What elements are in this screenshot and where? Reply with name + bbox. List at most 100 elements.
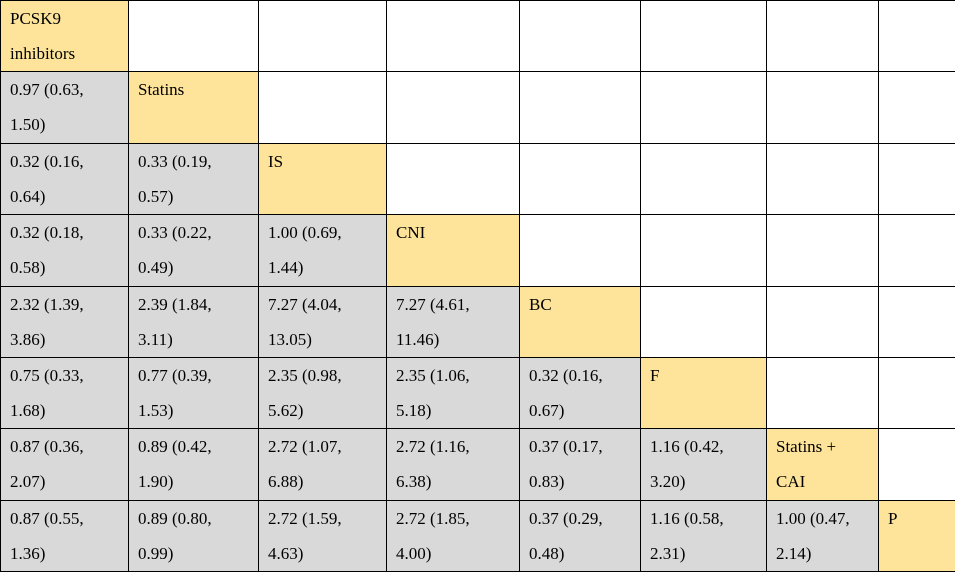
table-row: 0.32 (0.16, 0.64) 0.33 (0.19, 0.57) IS	[0, 142, 955, 216]
comparison-value: 5.62)	[268, 400, 304, 420]
treatment-label: F	[650, 365, 660, 385]
comparison-value: 6.88)	[268, 472, 304, 492]
empty-cell	[519, 142, 641, 216]
empty-cell	[519, 71, 641, 144]
comparison-value: 1.68)	[10, 400, 46, 420]
comparison-value: 2.35 (0.98,	[268, 365, 342, 385]
treatment-label: IS	[268, 151, 284, 171]
comparison-cell: 1.16 (0.58, 2.31)	[640, 499, 767, 572]
comparison-value: 0.64)	[10, 186, 46, 206]
comparison-value: 2.72 (1.85,	[396, 508, 470, 528]
empty-cell	[519, 214, 641, 287]
comparison-value: 11.46)	[396, 329, 440, 349]
comparison-cell: 0.89 (0.42, 1.90)	[128, 428, 259, 501]
table-row: 0.87 (0.55, 1.36) 0.89 (0.80, 0.99) 2.72 (1.…	[0, 499, 955, 572]
empty-cell	[766, 71, 879, 144]
empty-cell	[766, 0, 879, 73]
comparison-value: 0.97 (0.63,	[10, 80, 84, 100]
treatment-label-cell: F	[640, 356, 767, 430]
comparison-cell: 2.72 (1.16, 6.38)	[386, 428, 520, 501]
empty-cell	[878, 0, 955, 73]
comparison-value: 1.90)	[138, 472, 174, 492]
comparison-value: 1.00 (0.69,	[268, 223, 342, 243]
comparison-value: 4.00)	[396, 543, 432, 563]
comparison-value: 2.72 (1.07,	[268, 437, 342, 457]
treatment-label-cell: CNI	[386, 214, 520, 287]
comparison-value: 0.89 (0.42,	[138, 437, 212, 457]
comparison-value: 1.36)	[10, 543, 46, 563]
comparison-cell: 0.37 (0.17, 0.83)	[519, 428, 641, 501]
comparison-cell: 0.87 (0.55, 1.36)	[0, 499, 129, 572]
comparison-cell: 0.32 (0.16, 0.64)	[0, 142, 129, 216]
comparison-cell: 1.00 (0.47, 2.14)	[766, 499, 879, 572]
table-row: 0.97 (0.63, 1.50) Statins	[0, 71, 955, 144]
table-row: 2.32 (1.39, 3.86) 2.39 (1.84, 3.11) 7.27 (4.…	[0, 285, 955, 358]
empty-cell	[878, 356, 955, 430]
empty-cell	[258, 0, 387, 73]
empty-cell	[878, 285, 955, 358]
comparison-value: 2.32 (1.39,	[10, 294, 84, 314]
treatment-label-cell: Statins	[128, 71, 259, 144]
treatment-label: Statins	[138, 80, 185, 100]
comparison-value: 0.37 (0.29,	[529, 508, 603, 528]
empty-cell	[766, 356, 879, 430]
table-row: 0.32 (0.18, 0.58) 0.33 (0.22, 0.49) 1.00 (0.…	[0, 214, 955, 287]
comparison-value: 0.32 (0.16,	[529, 365, 603, 385]
empty-cell	[519, 0, 641, 73]
empty-cell	[766, 214, 879, 287]
comparison-value: 0.89 (0.80,	[138, 508, 212, 528]
empty-cell	[386, 142, 520, 216]
comparison-cell: 2.72 (1.07, 6.88)	[258, 428, 387, 501]
comparison-value: 13.05)	[268, 329, 312, 349]
treatment-label: BC	[529, 294, 552, 314]
comparison-value: 0.32 (0.16,	[10, 151, 84, 171]
comparison-value: 0.75 (0.33,	[10, 365, 84, 385]
comparison-cell: 0.89 (0.80, 0.99)	[128, 499, 259, 572]
treatment-label-cell: Statins + CAI	[766, 428, 879, 501]
comparison-cell: 1.16 (0.42, 3.20)	[640, 428, 767, 501]
comparison-cell: 0.33 (0.22, 0.49)	[128, 214, 259, 287]
comparison-value: 0.87 (0.36,	[10, 437, 84, 457]
comparison-value: 1.00 (0.47,	[776, 508, 850, 528]
comparison-value: 0.33 (0.22,	[138, 223, 212, 243]
empty-cell	[640, 0, 767, 73]
treatment-label-cell: IS	[258, 142, 387, 216]
comparison-cell: 0.75 (0.33, 1.68)	[0, 356, 129, 430]
comparison-value: 2.07)	[10, 472, 46, 492]
comparison-value: 1.16 (0.58,	[650, 508, 724, 528]
comparison-cell: 2.35 (1.06, 5.18)	[386, 356, 520, 430]
empty-cell	[878, 214, 955, 287]
comparison-value: 7.27 (4.04,	[268, 294, 342, 314]
comparison-cell: 2.39 (1.84, 3.11)	[128, 285, 259, 358]
empty-cell	[386, 0, 520, 73]
comparison-value: 0.77 (0.39,	[138, 365, 212, 385]
treatment-label-cell: PCSK9 inhibitors	[0, 0, 129, 73]
treatment-label: CAI	[776, 472, 806, 492]
comparison-value: 1.44)	[268, 258, 304, 278]
comparison-value: 0.58)	[10, 258, 46, 278]
empty-cell	[640, 214, 767, 287]
comparison-cell: 7.27 (4.04, 13.05)	[258, 285, 387, 358]
comparison-value: 1.53)	[138, 400, 174, 420]
empty-cell	[640, 285, 767, 358]
comparison-value: 0.32 (0.18,	[10, 223, 84, 243]
comparison-cell: 0.32 (0.18, 0.58)	[0, 214, 129, 287]
treatment-label: CNI	[396, 223, 426, 243]
treatment-label: P	[888, 508, 898, 528]
comparison-value: 2.31)	[650, 543, 686, 563]
comparison-value: 0.49)	[138, 258, 174, 278]
comparison-value: 0.67)	[529, 400, 565, 420]
comparison-value: 7.27 (4.61,	[396, 294, 470, 314]
treatment-label-cell: BC	[519, 285, 641, 358]
comparison-value: 0.87 (0.55,	[10, 508, 84, 528]
comparison-value: 0.37 (0.17,	[529, 437, 603, 457]
table-row: PCSK9 inhibitors	[0, 0, 955, 73]
comparison-cell: 2.72 (1.59, 4.63)	[258, 499, 387, 572]
empty-cell	[640, 71, 767, 144]
comparison-value: 0.83)	[529, 472, 565, 492]
treatment-label: Statins +	[776, 437, 837, 457]
empty-cell	[128, 0, 259, 73]
comparison-cell: 0.37 (0.29, 0.48)	[519, 499, 641, 572]
empty-cell	[766, 285, 879, 358]
